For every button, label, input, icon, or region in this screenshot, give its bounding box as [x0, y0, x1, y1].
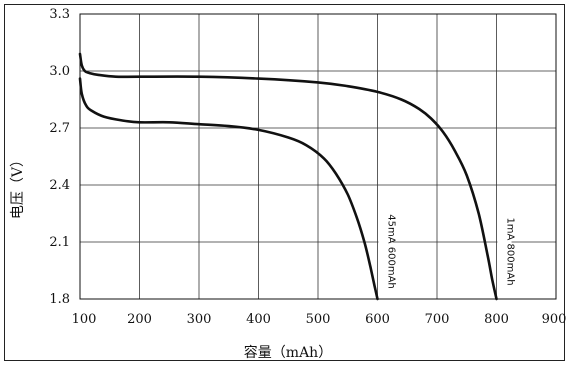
- grid-lines: [80, 14, 556, 299]
- y-axis-title: 电压（V）: [10, 153, 26, 219]
- series-label-background: [497, 209, 512, 294]
- y-tick-label: 3.3: [49, 7, 70, 22]
- chart-frame: [4, 4, 565, 361]
- x-axis-title: 容量（mAh）: [244, 344, 332, 361]
- curves: 1mA 800mAh 45mA 600mAh: [78, 52, 516, 301]
- x-tick-label: 300: [187, 312, 212, 327]
- y-tick-label: 2.4: [49, 178, 70, 193]
- x-tick-label: 900: [542, 312, 567, 327]
- x-tick-label: 800: [484, 312, 509, 327]
- y-tick-label: 2.1: [49, 235, 70, 250]
- plot-area: [79, 13, 557, 300]
- y-tick-label: 1.8: [49, 292, 70, 307]
- series-label-background: [378, 209, 393, 294]
- x-tick-labels: 100 200 300 400 500 600 700 800 900: [72, 312, 567, 327]
- x-tick-label: 400: [246, 312, 271, 327]
- x-tick-label: 700: [425, 312, 450, 327]
- series-line-1: [78, 52, 498, 301]
- x-tick-label: 200: [127, 312, 152, 327]
- x-tick-label: 100: [72, 312, 97, 327]
- series-label: 45mA 600mAh: [386, 214, 397, 289]
- y-tick-label: 3.0: [49, 64, 70, 79]
- series-line-2: [78, 77, 379, 301]
- y-tick-label: 2.7: [49, 121, 70, 136]
- x-tick-label: 500: [306, 312, 331, 327]
- series-label: 1mA 800mAh: [505, 217, 516, 285]
- y-tick-labels: 1.8 2.1 2.4 2.7 3.0 3.3: [49, 7, 70, 307]
- x-tick-label: 600: [365, 312, 390, 327]
